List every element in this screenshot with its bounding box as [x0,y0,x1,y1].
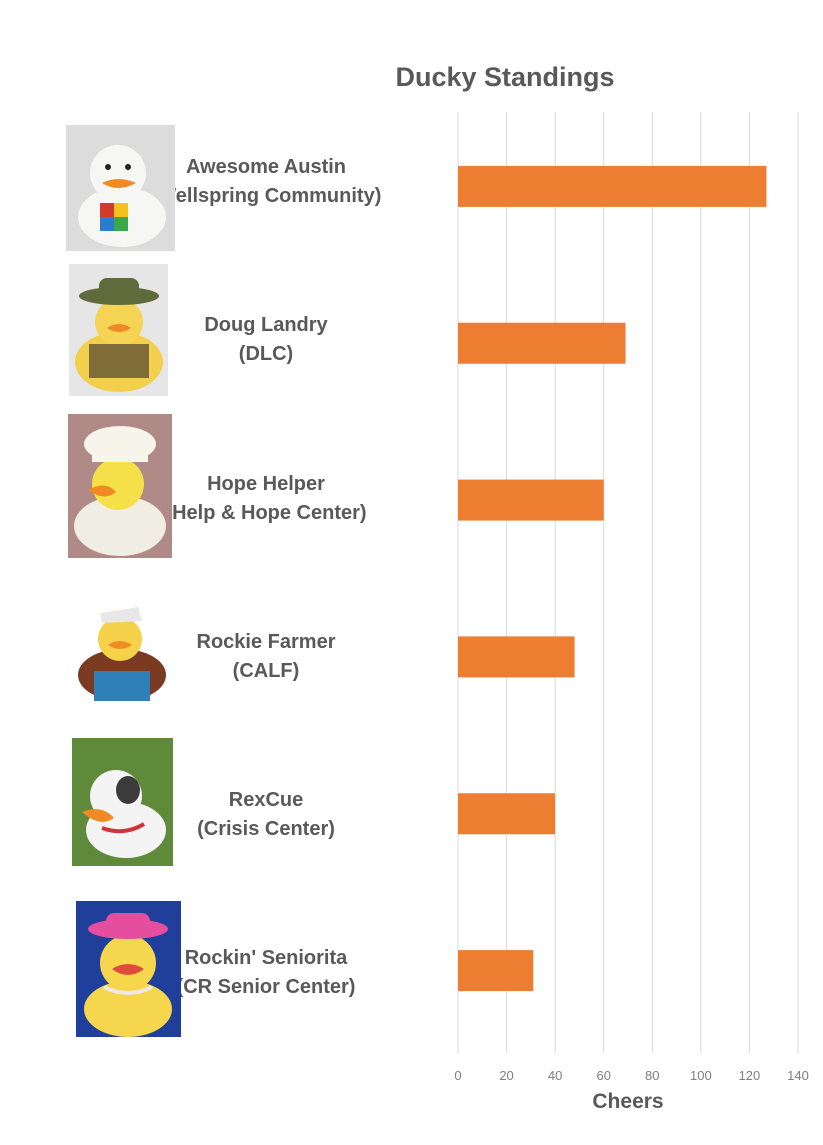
duck-org: (CALF) [232,660,300,682]
duck-photo-farmer [72,595,168,707]
x-tick-label: 40 [548,1068,562,1083]
duck-org: (Wellspring Community) [150,185,382,207]
duck-name: Awesome Austin [185,156,347,178]
bar [458,950,534,992]
chart-title: Ducky Standings [395,62,615,92]
duck-org: (DLC) [238,343,294,365]
x-tick-label: 80 [645,1068,659,1083]
category-label: Awesome Austin (Wellspring Community) [96,153,436,211]
duck-org: (Crisis Center) [197,818,335,840]
category-label: Doug Landry (DLC) [96,311,436,369]
bar [458,322,626,364]
duck-name: Rockin' Seniorita [184,947,348,969]
bar [458,636,575,678]
duck-photo-puzzle [66,125,175,251]
duck-name: Doug Landry [204,314,328,336]
x-tick-label: 120 [739,1068,761,1083]
duck-photo-dog [72,738,173,866]
duck-name: RexCue [228,789,304,811]
x-tick-label: 100 [690,1068,712,1083]
duck-photo-ranger [69,264,168,396]
duck-org: (Help & Hope Center) [165,502,367,524]
grid-layer [457,112,799,1053]
duck-photo-seniorita [76,901,181,1037]
bar [458,165,767,207]
category-label: Rockin' Seniorita (CR Senior Center) [96,944,436,1002]
duck-org: (CR Senior Center) [176,976,356,998]
category-label: RexCue (Crisis Center) [96,786,436,844]
x-tick-label: 60 [596,1068,610,1083]
x-tick-label: 0 [454,1068,461,1083]
duck-name: Rockie Farmer [196,631,336,653]
x-tick-label: 140 [787,1068,809,1083]
x-tick-label: 20 [499,1068,513,1083]
duck-photo-chef [68,414,172,558]
duck-name: Hope Helper [207,473,325,495]
bar-layer [458,165,767,992]
category-label: Hope Helper (Help & Hope Center) [96,470,436,528]
x-axis-label: Cheers [592,1090,664,1113]
bar [458,479,604,521]
category-label: Rockie Farmer (CALF) [96,628,436,686]
tick-layer: 0 20 40 60 80 100 120 140 [454,1068,808,1083]
bar [458,793,556,835]
